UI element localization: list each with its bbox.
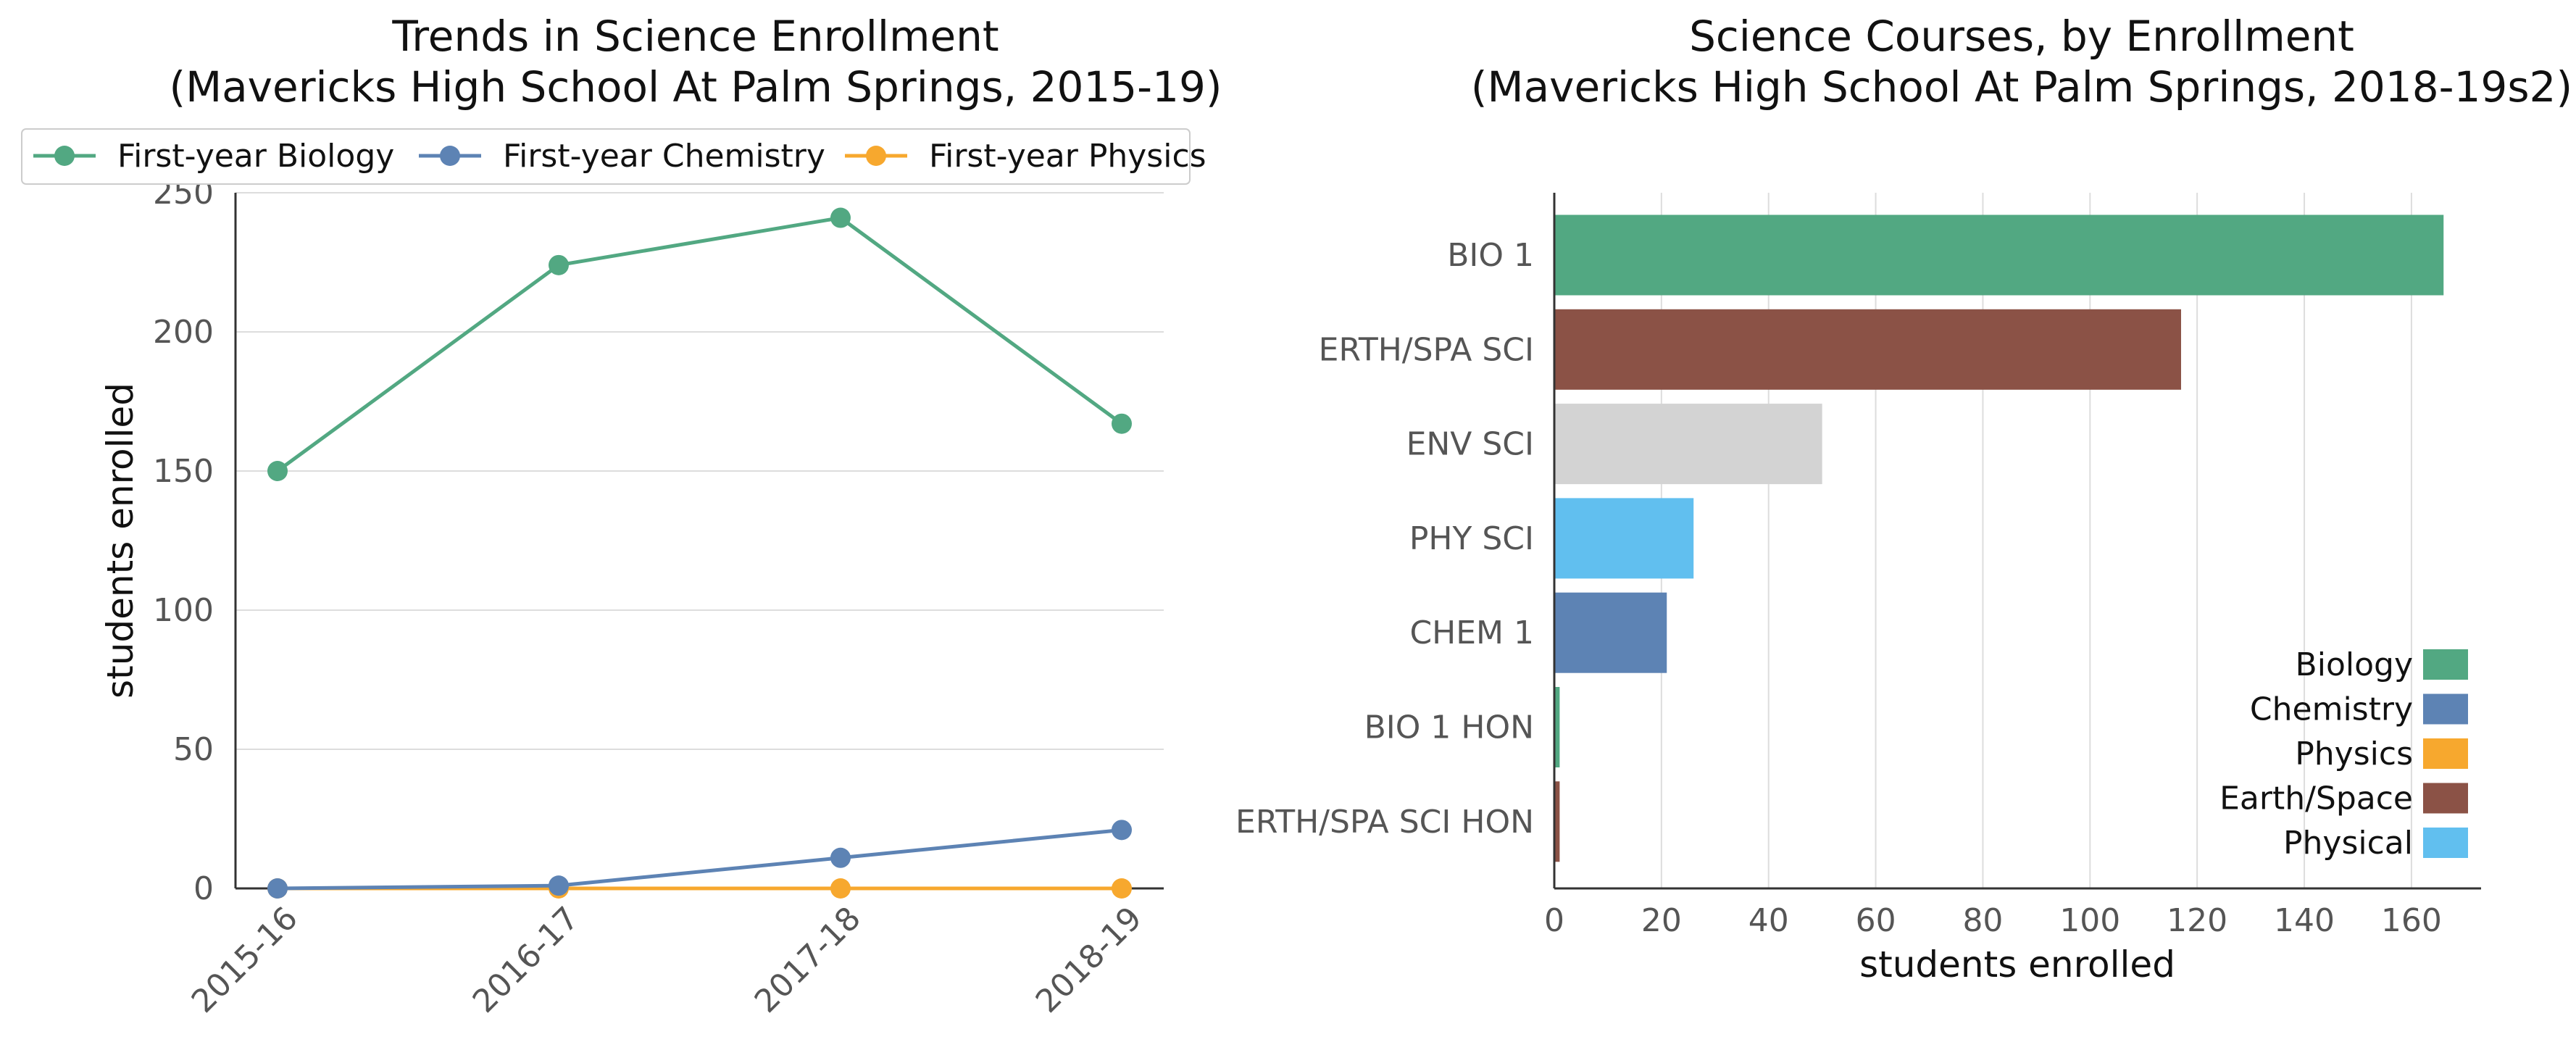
bar-legend-swatch: [2423, 738, 2468, 769]
line-chart: Trends in Science Enrollment (Mavericks …: [21, 12, 1222, 1020]
bar: [1554, 687, 1560, 767]
bar-legend-label: Physics: [2295, 736, 2413, 772]
bar-chart-x-tick-label: 120: [2167, 902, 2227, 939]
bar-chart-gridlines: [1660, 193, 2412, 888]
line-chart-y-tick-label: 50: [173, 731, 214, 768]
line-point: [267, 461, 288, 481]
line-legend-label: First-year Biology: [117, 138, 394, 175]
bar: [1554, 404, 1822, 485]
line-chart-x-tick-label: 2015-16: [185, 900, 305, 1020]
line-chart-title: Trends in Science Enrollment: [391, 12, 999, 61]
bar-category-label: CHEM 1: [1409, 614, 1534, 651]
bar-chart-subtitle: (Mavericks High School At Palm Springs, …: [1471, 62, 2572, 112]
line-point: [830, 847, 851, 868]
bar-chart-bars: [1554, 214, 2444, 862]
line-point: [549, 875, 569, 896]
line-chart-x-tick-label: 2016-17: [466, 900, 586, 1020]
bar-category-label: ENV SCI: [1406, 426, 1534, 463]
line-point: [1112, 820, 1132, 841]
bar: [1554, 498, 1694, 579]
bar-category-label: BIO 1: [1447, 237, 1534, 274]
bar-legend-label: Earth/Space: [2219, 780, 2413, 817]
line-legend-marker: [866, 146, 886, 166]
line-legend-label: First-year Chemistry: [503, 138, 825, 175]
bar-chart-x-ticks: 0 20 40 60 80 100 120 140 160: [1544, 902, 2442, 939]
line-series-1: [277, 828, 1122, 891]
line-point: [830, 878, 851, 899]
bar: [1554, 592, 1667, 673]
bar-legend-label: Chemistry: [2250, 691, 2413, 728]
line-point: [1112, 413, 1132, 434]
bar-category-label: BIO 1 HON: [1364, 709, 1534, 746]
line-point: [549, 254, 569, 275]
line-chart-y-tick-label: 150: [153, 453, 214, 490]
line-series-0: [276, 216, 1123, 473]
line-point: [267, 878, 288, 899]
bar-chart-category-labels: BIO 1 ERTH/SPA SCI ENV SCI PHY SCI CHEM 1 BIO…: [1235, 237, 1534, 841]
line-chart-x-tick-label: 2018-19: [1029, 900, 1149, 1020]
bar-legend-swatch: [2423, 649, 2468, 680]
line-legend-marker: [440, 146, 460, 166]
line-chart-legend-frame: [21, 128, 1191, 185]
bar: [1554, 309, 2181, 390]
bar-chart-title: Science Courses, by Enrollment: [1689, 12, 2354, 61]
bar-legend-swatch: [2423, 828, 2468, 858]
line-chart-y-tick-label: 0: [193, 870, 214, 907]
line-legend-marker: [54, 146, 75, 166]
bar-legend-swatch: [2423, 693, 2468, 725]
bar-chart-x-tick-label: 140: [2274, 902, 2335, 939]
line-chart-y-tick-label: 200: [153, 314, 214, 351]
bar-chart: Science Courses, by Enrollment (Maverick…: [1235, 12, 2572, 986]
line-point: [1112, 878, 1132, 899]
bar-chart-x-axis-label: students enrolled: [1859, 943, 2175, 986]
bar-legend-swatch: [2423, 783, 2468, 814]
bar: [1554, 781, 1560, 862]
bar-chart-x-tick-label: 40: [1748, 902, 1789, 939]
bar-category-label: ERTH/SPA SCI HON: [1235, 804, 1534, 841]
bar-chart-x-tick-label: 60: [1856, 902, 1896, 939]
bar: [1554, 214, 2444, 296]
bar-category-label: PHY SCI: [1409, 520, 1534, 557]
bar-legend-label: Biology: [2296, 646, 2413, 683]
line-chart-gridlines: [235, 192, 1164, 750]
bar-chart-x-tick-label: 160: [2381, 902, 2442, 939]
bar-chart-x-tick-label: 0: [1544, 902, 1564, 939]
line-chart-series: [267, 207, 1132, 899]
bar-category-label: ERTH/SPA SCI: [1319, 331, 1534, 368]
line-chart-y-axis-label: students enrolled: [99, 383, 141, 699]
bar-chart-x-tick-label: 20: [1641, 902, 1682, 939]
line-chart-y-tick-label: 100: [153, 592, 214, 629]
bar-chart-x-tick-label: 80: [1962, 902, 2003, 939]
line-chart-legend: First-year Biology First-year Chemistry Fi…: [21, 128, 1206, 185]
line-chart-subtitle: (Mavericks High School At Palm Springs, …: [169, 62, 1222, 112]
line-chart-x-tick-label: 2017-18: [748, 900, 868, 1020]
bar-legend-label: Physical: [2283, 825, 2413, 862]
line-point: [830, 207, 851, 228]
bar-chart-legend: Biology Chemistry Physics Earth/Space Physic…: [2219, 646, 2468, 862]
line-legend-label: First-year Physics: [929, 138, 1206, 175]
line-chart-x-ticks: 2015-16 2016-17 2017-18 2018-19: [185, 900, 1149, 1020]
bar-chart-x-tick-label: 100: [2059, 902, 2120, 939]
